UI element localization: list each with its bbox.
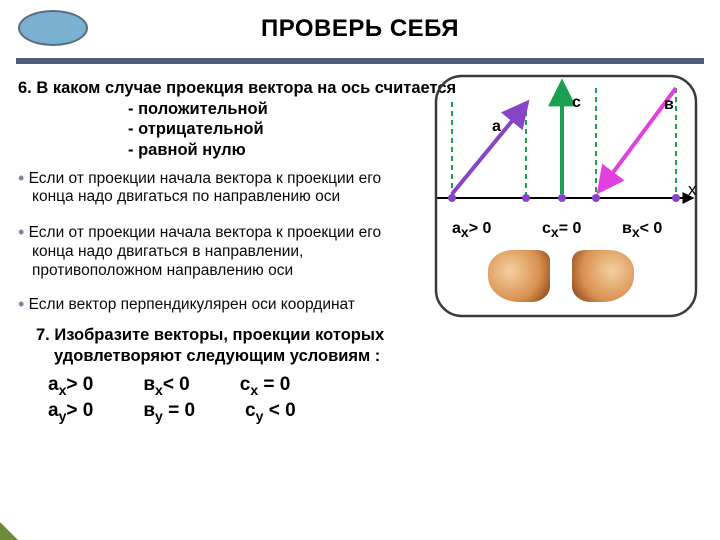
hand-right-icon: [572, 250, 634, 302]
cond-ax: ax> 0: [48, 374, 93, 398]
cond-by: вy = 0: [143, 400, 195, 424]
title-bar: ПРОВЕРЬ СЕБЯ: [0, 0, 720, 58]
hand-left-icon: [488, 250, 550, 302]
cond-bx: вx< 0: [143, 374, 189, 398]
answer-bullet-1: • Если от проекции начала вектора к прое…: [18, 221, 418, 281]
proj-label-c: сx= 0: [542, 220, 581, 240]
conditions-row-2: ay> 0 вy = 0 сy < 0: [18, 400, 704, 424]
answer-text-2: Если вектор перпендикулярен оси координа…: [29, 296, 355, 313]
bullet-dot-icon: •: [18, 168, 24, 188]
page-title: ПРОВЕРЬ СЕБЯ: [261, 15, 459, 43]
nav-oval-button[interactable]: [18, 10, 88, 46]
vec-label-a: а: [492, 118, 501, 136]
vec-label-b: в: [664, 96, 674, 114]
answer-text-0: Если от проекции начала вектора к проекц…: [29, 170, 382, 206]
bullet-dot-icon: •: [18, 294, 24, 314]
proj-label-a: аx> 0: [452, 220, 491, 240]
question-7-line1: 7. Изобразите векторы, проекции которых: [36, 325, 704, 346]
question-7-line2: удовлетворяют следующим условиям :: [36, 346, 704, 367]
bullet-dot-icon: •: [18, 222, 24, 242]
vector-diagram: а с в х аx> 0 сx= 0 вx< 0: [434, 74, 704, 324]
x-axis-label: х: [688, 180, 697, 200]
divider: [16, 58, 704, 64]
answer-bullet-2: • Если вектор перпендикулярен оси коорди…: [18, 293, 438, 315]
corner-decoration: [0, 522, 18, 540]
answer-text-1: Если от проекции начала вектора к проекц…: [29, 224, 382, 279]
conditions-row-1: ax> 0 вx< 0 сx = 0: [18, 374, 704, 398]
cond-ay: ay> 0: [48, 400, 93, 424]
proj-label-b: вx< 0: [622, 220, 662, 240]
cond-cy: сy < 0: [245, 400, 296, 424]
question-7: 7. Изобразите векторы, проекции которых …: [18, 325, 704, 366]
answer-bullet-0: • Если от проекции начала вектора к прое…: [18, 167, 408, 208]
cond-cx: сx = 0: [240, 374, 291, 398]
vec-label-c: с: [572, 94, 581, 112]
